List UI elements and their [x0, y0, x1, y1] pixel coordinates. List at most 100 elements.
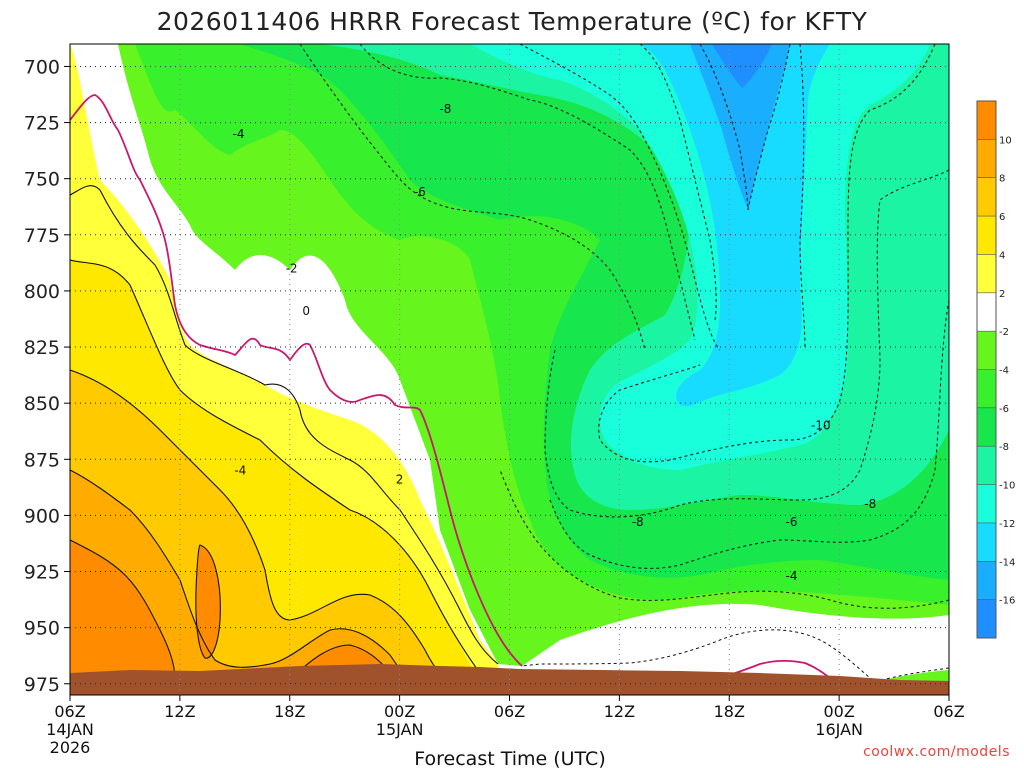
colorbar-swatch [977, 292, 996, 332]
contour-m14-upper [699, 44, 791, 211]
contour-label: 2 [396, 472, 404, 486]
contour-8 [70, 469, 413, 686]
colorbar-swatch [977, 254, 996, 294]
colorbar-tick-label: 10 [999, 135, 1012, 146]
contour-m2-right [521, 629, 949, 683]
contour-label: 0 [302, 304, 310, 318]
x-tick-label: 06Z [54, 702, 85, 721]
x-axis-label: Forecast Time (UTC) [414, 748, 605, 768]
contour-m10-upper [519, 44, 721, 351]
colorbar-swatch [977, 139, 996, 179]
contour-10 [70, 539, 176, 681]
contour-m12-right [799, 44, 806, 351]
colorbar-tick-label: 4 [999, 250, 1005, 261]
fill-ge-10 [70, 540, 175, 695]
x-tick-label: 00Z [384, 702, 415, 721]
freezing-line [70, 94, 523, 667]
colorbar-tick-label: -16 [999, 596, 1015, 607]
contour-label: -4 [786, 569, 798, 583]
colorbar-swatch [977, 407, 996, 447]
x-tick-date: 15JAN [376, 720, 424, 739]
y-tick-label: 825 [24, 337, 60, 359]
x-tick-label: 06Z [494, 702, 525, 721]
x-tick-label: 00Z [823, 702, 854, 721]
x-tick-date: 14JAN [46, 720, 94, 739]
colorbar-tick-label: 6 [999, 212, 1005, 223]
y-tick-label: 725 [24, 113, 60, 135]
negative-contours [299, 44, 949, 683]
colorbar-tick-label: -2 [999, 327, 1009, 338]
y-tick-label: 850 [24, 393, 60, 415]
colorbar-swatch [977, 561, 996, 601]
colorbar: 10 8 6 4 2 -2 -4 -6 -8 -10 -12 -14 -16 [976, 100, 1015, 639]
y-axis: 700 725 750 775 800 825 850 875 900 925 950 975 [24, 56, 70, 696]
plot-area [70, 44, 949, 695]
fill-ge-10-blob [195, 545, 221, 659]
y-tick-label: 800 [24, 281, 60, 303]
contour-m6-right [549, 299, 949, 569]
x-tick-label: 06Z [933, 702, 964, 721]
contour-m4-right [499, 469, 949, 609]
colorbar-swatch [977, 331, 996, 370]
contour-10-blob [195, 544, 221, 659]
contour-label: -4 [234, 464, 246, 478]
colorbar-tick-label: -10 [999, 481, 1015, 492]
contour-m8-right [544, 169, 949, 518]
colorbar-tick-label: -4 [999, 366, 1009, 377]
positive-contours [70, 185, 499, 686]
colorbar-swatch [977, 446, 996, 486]
colorbar-tick-label: -6 [999, 404, 1009, 415]
colorbar-tick-label: -14 [999, 557, 1015, 568]
contour-label: -10 [811, 419, 831, 433]
x-tick-label: 18Z [714, 702, 745, 721]
y-tick-label: 900 [24, 505, 60, 527]
colorbar-tick-label: 2 [999, 289, 1005, 300]
contour-label: -6 [786, 515, 798, 529]
x-tick-label: 12Z [164, 702, 195, 721]
x-tick-year: 2026 [50, 738, 91, 757]
y-tick-label: 975 [24, 674, 60, 696]
contour-m12-upper [639, 44, 717, 321]
y-tick-label: 750 [24, 169, 60, 191]
fill-m12-m10 [470, 44, 930, 470]
contour-label: -2 [286, 261, 298, 275]
grid [70, 44, 949, 695]
colorbar-tick-label: -12 [999, 519, 1015, 530]
contour-m6-upper [299, 44, 646, 351]
colorbar-swatch [977, 522, 996, 562]
contour-label: -4 [232, 127, 244, 141]
contour-m10-right [598, 44, 936, 463]
colorbar-swatch [977, 369, 996, 409]
y-tick-label: 925 [24, 562, 60, 584]
x-tick-label: 18Z [274, 702, 305, 721]
colorbar-tick-label: 8 [999, 174, 1005, 185]
contour-6 [70, 369, 451, 686]
credit-text: coolwx.com/models [863, 744, 1010, 760]
temperature-fills [70, 44, 949, 695]
colorbar-swatch [977, 484, 996, 524]
contour-label: -8 [632, 515, 644, 529]
fill-m14-m12 [640, 44, 830, 407]
y-tick-label: 950 [24, 618, 60, 640]
colorbar-tick-label: -8 [999, 442, 1009, 453]
colorbar-swatch [977, 599, 996, 639]
y-tick-label: 700 [24, 56, 60, 78]
y-tick-label: 775 [24, 225, 60, 247]
contour-4 [70, 259, 486, 681]
x-tick-date: 16JAN [815, 720, 863, 739]
contour-labels: -4 -8 -6 -2 0 -4 2 -10 -8 -6 -4 -8 [232, 102, 876, 583]
colorbar-swatch [977, 101, 996, 140]
contour-2 [70, 185, 499, 665]
chart-title: 2026011406 HRRR Forecast Temperature (ºC… [157, 7, 868, 36]
fill-le-m16 [712, 44, 772, 88]
contour-label: -6 [414, 185, 426, 199]
colorbar-swatch [977, 216, 996, 255]
y-tick-label: 875 [24, 449, 60, 471]
colorbar-swatch [977, 177, 996, 217]
contour-label: -8 [439, 102, 451, 116]
contour-label: -8 [864, 497, 876, 511]
x-tick-label: 12Z [604, 702, 635, 721]
contour-m8-upper [359, 44, 696, 341]
